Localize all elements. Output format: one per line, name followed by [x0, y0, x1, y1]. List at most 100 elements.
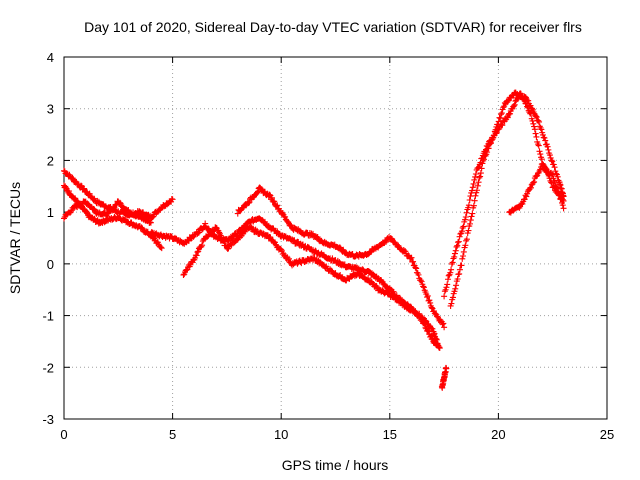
data-point [62, 184, 69, 191]
data-point [365, 275, 372, 282]
series-track-d [147, 215, 441, 347]
data-point [477, 173, 484, 180]
data-point [477, 170, 484, 177]
data-point [158, 245, 165, 252]
data-point [267, 234, 274, 241]
data-point [536, 148, 543, 155]
data-point [462, 242, 469, 249]
data-point [312, 247, 319, 254]
data-point [499, 122, 506, 129]
data-point [424, 292, 431, 299]
series-track-a [61, 167, 176, 222]
data-point [492, 126, 499, 133]
data-point [440, 320, 447, 327]
y-tick-label: 1 [47, 205, 54, 220]
data-point [550, 161, 557, 168]
data-point [218, 234, 225, 241]
data-point [480, 156, 487, 163]
data-point [116, 199, 123, 206]
data-point [494, 121, 501, 128]
data-point [195, 229, 202, 236]
data-point [498, 110, 505, 117]
data-point [410, 258, 417, 265]
data-point [424, 327, 431, 334]
data-point [532, 130, 539, 137]
data-point [266, 191, 273, 198]
x-tick-label: 0 [60, 427, 67, 442]
data-point [553, 170, 560, 177]
data-point [559, 202, 566, 209]
data-point [507, 110, 514, 117]
data-point [504, 114, 511, 121]
data-point [470, 180, 477, 187]
y-tick-label: -1 [42, 309, 54, 324]
data-point [484, 149, 491, 156]
data-point [453, 282, 460, 289]
data-point [475, 164, 482, 171]
data-point [500, 104, 507, 111]
data-point [443, 284, 450, 291]
data-point [460, 248, 467, 255]
data-point [421, 321, 428, 328]
data-point [456, 233, 463, 240]
series-track-c [61, 198, 154, 226]
data-point [465, 227, 472, 234]
data-point [441, 324, 448, 331]
data-point [533, 114, 540, 121]
data-point [418, 278, 425, 285]
data-point [525, 97, 532, 104]
data-point [529, 117, 536, 124]
y-tick-label: -2 [42, 360, 54, 375]
y-tick-label: 3 [47, 102, 54, 117]
data-point [65, 188, 72, 195]
data-point [468, 213, 475, 220]
y-tick-label: 2 [47, 153, 54, 168]
data-point [519, 201, 526, 208]
data-point [523, 193, 530, 200]
data-point [69, 175, 76, 182]
data-point [487, 140, 494, 147]
data-point [424, 294, 431, 301]
data-point [428, 304, 435, 311]
data-point [555, 188, 562, 195]
x-tick-label: 10 [274, 427, 288, 442]
data-point [254, 189, 261, 196]
data-point [451, 253, 458, 260]
data-point [551, 164, 558, 171]
data-point [462, 213, 469, 220]
data-point [81, 185, 88, 192]
data-point [458, 262, 465, 269]
data-point [533, 133, 540, 140]
data-point [542, 137, 549, 144]
data-point [328, 267, 335, 274]
data-point [449, 294, 456, 301]
data-point [449, 259, 456, 266]
data-point [544, 143, 551, 150]
data-point [498, 111, 505, 118]
data-point [425, 328, 432, 335]
series-track-f [234, 184, 448, 331]
data-point [439, 321, 446, 328]
data-point [546, 152, 553, 159]
data-point [455, 238, 462, 245]
data-point [478, 165, 485, 172]
y-tick-label: -3 [42, 412, 54, 427]
data-point [508, 95, 515, 102]
data-point [538, 126, 545, 133]
data-point [443, 365, 450, 372]
data-point [205, 232, 212, 239]
data-point [491, 132, 498, 139]
data-point [274, 202, 281, 209]
data-point [447, 269, 454, 276]
data-point [463, 236, 470, 243]
data-point [91, 206, 98, 213]
data-point [475, 179, 482, 186]
data-point [458, 228, 465, 235]
data-point [537, 151, 544, 158]
data-point [147, 219, 154, 226]
x-tick-label: 15 [383, 427, 397, 442]
data-point [427, 299, 434, 306]
data-point [535, 142, 542, 149]
data-point [460, 223, 467, 230]
x-axis-label: GPS time / hours [282, 457, 389, 473]
